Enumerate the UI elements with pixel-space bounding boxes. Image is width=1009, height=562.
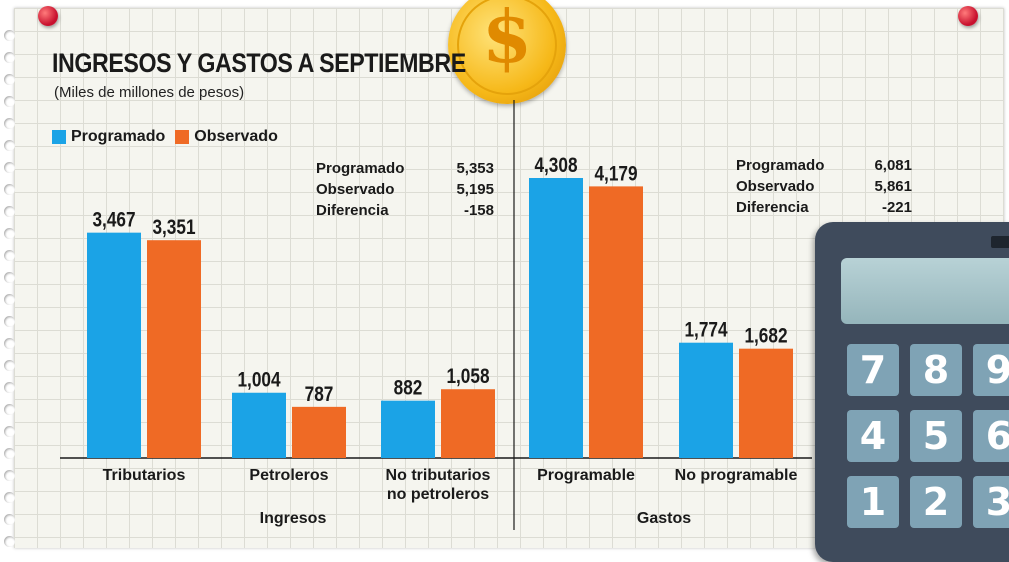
category-label: Petroleros — [249, 467, 328, 484]
stat-value: -221 — [881, 199, 912, 216]
hole — [4, 448, 15, 459]
bar-observado — [292, 406, 346, 458]
hole — [4, 404, 15, 415]
calculator-key: 4 — [847, 410, 899, 462]
bar-chart: 3,467 3,351 Tributarios 1,004 787 Petroleros 8… — [60, 100, 812, 530]
stat-value: 5,353 — [456, 160, 494, 177]
stat-label: Observado — [316, 181, 395, 198]
legend: Programado Observado — [52, 128, 288, 146]
hole — [4, 492, 15, 503]
hole — [4, 206, 15, 217]
calculator-key: 6 — [973, 410, 1009, 462]
hole — [4, 184, 15, 195]
calculator-key: 5 — [910, 410, 962, 462]
stat-label: Programado — [736, 157, 825, 174]
stat-label: Observado — [736, 178, 815, 195]
chart-title: INGRESOS Y GASTOS A SEPTIEMBRE — [52, 48, 466, 78]
data-label: 1,774 — [684, 319, 727, 342]
hole — [4, 30, 15, 41]
category-label: No tributarios — [386, 467, 491, 484]
stat-value: 5,861 — [874, 178, 912, 195]
legend-label-programado: Programado — [71, 128, 166, 145]
data-label: 4,179 — [594, 163, 637, 186]
hole — [4, 294, 15, 305]
category-label: Programable — [537, 467, 635, 484]
data-label: 1,004 — [237, 369, 280, 392]
calculator-key: 7 — [847, 344, 899, 396]
hole — [4, 338, 15, 349]
data-label: 1,682 — [744, 325, 787, 348]
category-label: No programable — [675, 467, 798, 484]
data-label: 3,467 — [92, 209, 135, 232]
stat-value: 5,195 — [456, 181, 494, 198]
bar-programado — [679, 342, 733, 458]
legend-item-programado: Programado — [52, 128, 165, 146]
calculator-key: 2 — [910, 476, 962, 528]
category-label: Tributarios — [103, 467, 186, 484]
data-label: 1,058 — [446, 366, 489, 389]
stats-gastos: Programado 6,081 Observado 5,861 Diferenci… — [736, 157, 912, 220]
bar-programado — [232, 392, 286, 458]
legend-label-observado: Observado — [194, 128, 278, 145]
calculator-key: 8 — [910, 344, 962, 396]
stat-label: Diferencia — [736, 199, 809, 216]
hole — [4, 514, 15, 525]
hole — [4, 360, 15, 371]
data-label: 3,351 — [152, 217, 195, 240]
data-label: 882 — [394, 377, 423, 400]
dollar-coin-icon: $ — [448, 0, 566, 104]
hole — [4, 536, 15, 547]
data-label: 4,308 — [534, 155, 577, 178]
notebook-holes — [0, 0, 22, 550]
stat-value: -158 — [463, 202, 494, 219]
group-label: Gastos — [637, 510, 691, 527]
calculator-key: 9 — [973, 344, 1009, 396]
category-label: no petroleros — [387, 486, 489, 503]
data-label: 787 — [305, 383, 334, 406]
hole — [4, 228, 15, 239]
stat-label: Programado — [316, 160, 405, 177]
legend-swatch-programado — [52, 130, 66, 144]
stat-label: Diferencia — [316, 202, 389, 219]
hole — [4, 470, 15, 481]
hole — [4, 382, 15, 393]
hole — [4, 162, 15, 173]
bar-observado — [589, 186, 643, 458]
legend-swatch-observado — [175, 130, 190, 144]
hole — [4, 426, 15, 437]
calculator-screen — [841, 258, 1009, 324]
hole — [4, 96, 15, 107]
hole — [4, 118, 15, 129]
stat-value: 6,081 — [874, 157, 912, 174]
hole — [4, 74, 15, 85]
chart-subtitle: (Miles de millones de pesos) — [54, 84, 245, 101]
bar-programado — [381, 400, 435, 458]
legend-item-observado: Observado — [175, 128, 278, 146]
bar-observado — [739, 348, 793, 458]
bar-programado — [529, 178, 583, 458]
bar-observado — [147, 240, 201, 458]
hole — [4, 140, 15, 151]
hole — [4, 250, 15, 261]
red-pin-icon — [38, 6, 58, 26]
bar-observado — [441, 389, 495, 458]
stats-ingresos: Programado 5,353 Observado 5,195 Diferenci… — [316, 160, 494, 223]
hole — [4, 272, 15, 283]
calculator-key: 1 — [847, 476, 899, 528]
calculator-key: 3 — [973, 476, 1009, 528]
bar-programado — [87, 232, 141, 458]
red-pin-icon — [958, 6, 978, 26]
group-label: Ingresos — [260, 510, 327, 527]
hole — [4, 52, 15, 63]
hole — [4, 316, 15, 327]
